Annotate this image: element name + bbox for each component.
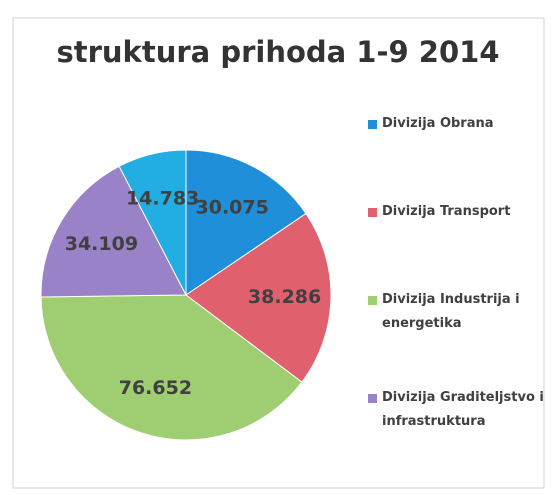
legend-swatch — [368, 208, 377, 217]
pie-slice — [185, 149, 307, 296]
legend-label: Divizija Obrana — [382, 116, 494, 131]
legend-label: Divizija Industrija i energetika — [382, 292, 520, 331]
legend-swatch — [368, 120, 377, 129]
pie-slice — [118, 149, 187, 296]
legend-label: Divizija Transport — [382, 204, 511, 219]
data-label: 38.286 — [248, 286, 321, 308]
pie-slice — [185, 212, 332, 383]
chart-title: struktura prihoda 1-9 2014 — [56, 35, 499, 69]
data-label: 34.109 — [65, 233, 138, 255]
legend-item: Divizija Obrana — [368, 112, 555, 136]
pie-slice — [40, 294, 303, 441]
legend-item: Divizija Transport — [368, 200, 555, 224]
data-label: 76.652 — [119, 377, 192, 399]
data-label: 30.075 — [196, 196, 269, 218]
legend-item: Divizija Graditeljstvo i infrastruktura — [368, 386, 555, 434]
legend-label: Divizija Graditeljstvo i infrastruktura — [382, 390, 544, 429]
legend-item: Divizija Industrija i energetika — [368, 288, 555, 336]
legend-swatch — [368, 394, 377, 403]
legend-swatch — [368, 296, 377, 305]
pie-slice — [40, 165, 187, 298]
data-label: 14.783 — [126, 188, 199, 210]
